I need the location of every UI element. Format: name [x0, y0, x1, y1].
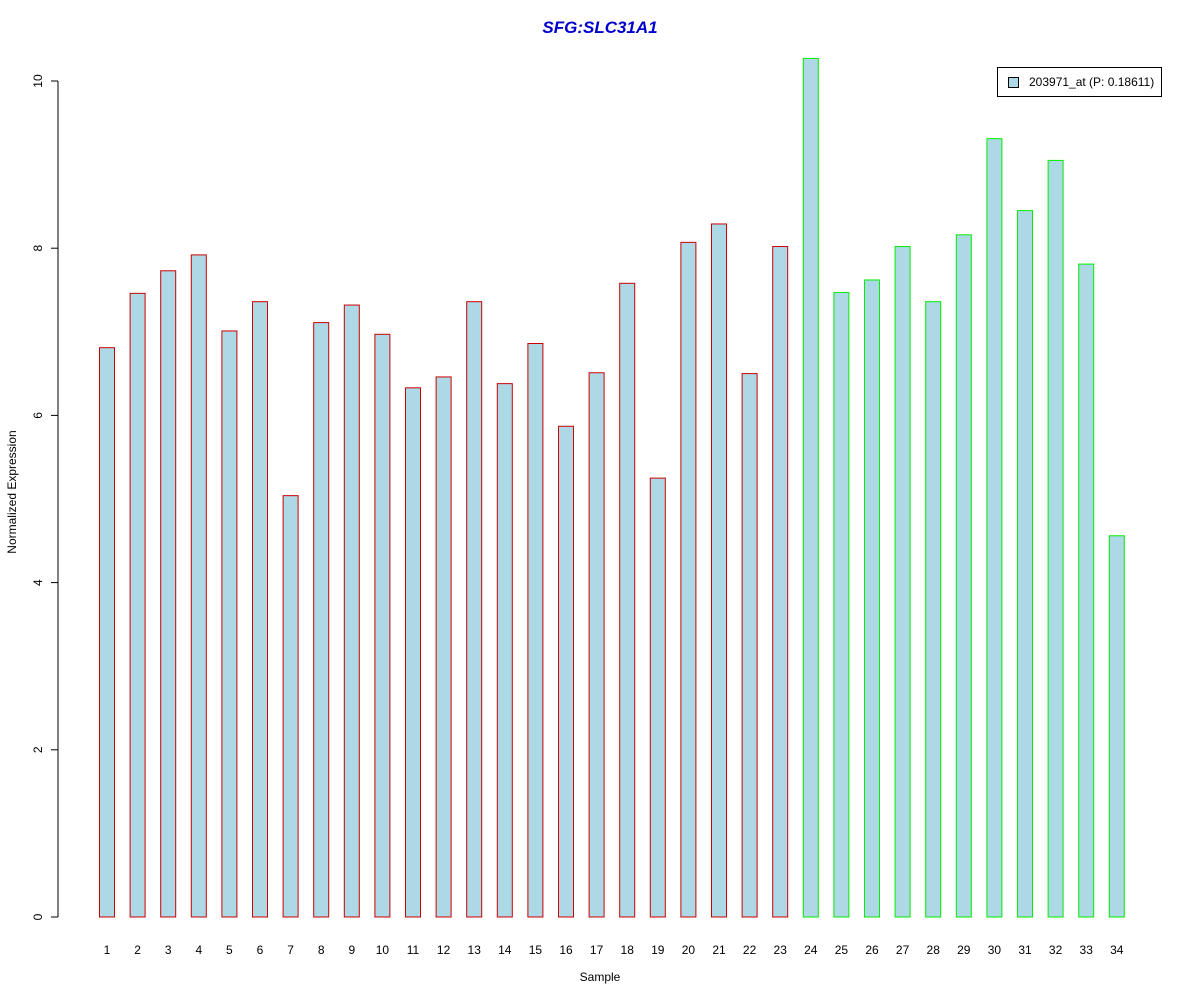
bar-sample-21: [711, 223, 727, 918]
bar-sample-6: [252, 301, 268, 918]
legend-swatch: [1008, 77, 1019, 88]
x-tick-label: 4: [195, 943, 202, 957]
bar-sample-19: [649, 477, 666, 918]
x-tick-label: 18: [621, 943, 635, 957]
x-tick-label: 10: [376, 943, 390, 957]
bar-sample-4: [190, 254, 207, 918]
y-tick-label: 6: [31, 412, 45, 419]
bar-sample-20: [680, 241, 697, 918]
bar-sample-12: [435, 376, 452, 918]
x-tick-label: 1: [104, 943, 111, 957]
bar-sample-29: [955, 234, 972, 918]
bar-sample-31: [1017, 210, 1033, 918]
bar-sample-30: [986, 138, 1003, 918]
chart-title: SFG:SLC31A1: [542, 18, 658, 37]
x-tick-label: 16: [559, 943, 573, 957]
bar-sample-32: [1047, 159, 1064, 918]
bar-sample-9: [343, 304, 360, 918]
x-axis-label: Sample: [579, 970, 621, 984]
y-tick-label: 4: [31, 579, 45, 586]
bar-sample-17: [588, 372, 605, 918]
x-tick-label: 29: [957, 943, 971, 957]
x-tick-label: 27: [896, 943, 910, 957]
bar-sample-1: [99, 347, 115, 918]
bar-sample-11: [405, 387, 421, 918]
y-tick-label: 10: [31, 74, 45, 88]
legend-label: 203971_at (P: 0.18611): [1029, 75, 1155, 89]
bar-sample-25: [833, 292, 850, 918]
y-tick-label: 2: [31, 746, 45, 753]
x-tick-label: 12: [437, 943, 451, 957]
x-tick-label: 8: [318, 943, 325, 957]
x-tick-label: 28: [927, 943, 941, 957]
bar-sample-10: [374, 333, 391, 918]
x-tick-label: 33: [1080, 943, 1094, 957]
x-tick-label: 21: [712, 943, 726, 957]
legend: 203971_at (P: 0.18611): [997, 67, 1162, 97]
x-tick-label: 31: [1018, 943, 1032, 957]
x-tick-label: 23: [774, 943, 788, 957]
x-tick-label: 25: [835, 943, 849, 957]
x-tick-label: 11: [407, 943, 420, 957]
bar-sample-34: [1108, 535, 1125, 918]
bar-sample-24: [802, 57, 819, 918]
bar-sample-14: [496, 383, 513, 918]
bar-sample-33: [1078, 263, 1095, 918]
x-tick-label: 6: [257, 943, 264, 957]
x-tick-label: 14: [498, 943, 512, 957]
x-tick-label: 13: [468, 943, 482, 957]
x-tick-label: 32: [1049, 943, 1063, 957]
bar-sample-8: [313, 322, 330, 918]
x-tick-label: 17: [590, 943, 604, 957]
y-tick-label: 0: [31, 913, 45, 920]
bar-sample-22: [741, 373, 758, 918]
x-tick-label: 5: [226, 943, 233, 957]
x-tick-label: 19: [651, 943, 665, 957]
bar-sample-15: [527, 343, 544, 918]
x-tick-label: 3: [165, 943, 172, 957]
x-tick-label: 15: [529, 943, 543, 957]
bar-sample-23: [772, 246, 789, 918]
y-tick-label: 8: [31, 245, 45, 252]
bar-sample-3: [160, 270, 177, 918]
x-tick-label: 2: [134, 943, 141, 957]
x-tick-label: 30: [988, 943, 1002, 957]
bar-sample-18: [619, 282, 636, 918]
bar-sample-5: [221, 330, 238, 918]
x-tick-label: 7: [287, 943, 294, 957]
x-tick-label: 9: [348, 943, 355, 957]
x-tick-label: 24: [804, 943, 818, 957]
x-tick-label: 22: [743, 943, 757, 957]
bar-sample-2: [129, 292, 146, 918]
x-tick-label: 20: [682, 943, 696, 957]
x-tick-label: 34: [1110, 943, 1124, 957]
bar-sample-16: [558, 425, 574, 918]
x-tick-label: 26: [865, 943, 879, 957]
bar-sample-7: [282, 495, 299, 918]
bar-sample-13: [466, 301, 483, 918]
bar-sample-26: [864, 279, 880, 918]
bar-sample-27: [894, 246, 911, 918]
bar-sample-28: [925, 301, 942, 918]
